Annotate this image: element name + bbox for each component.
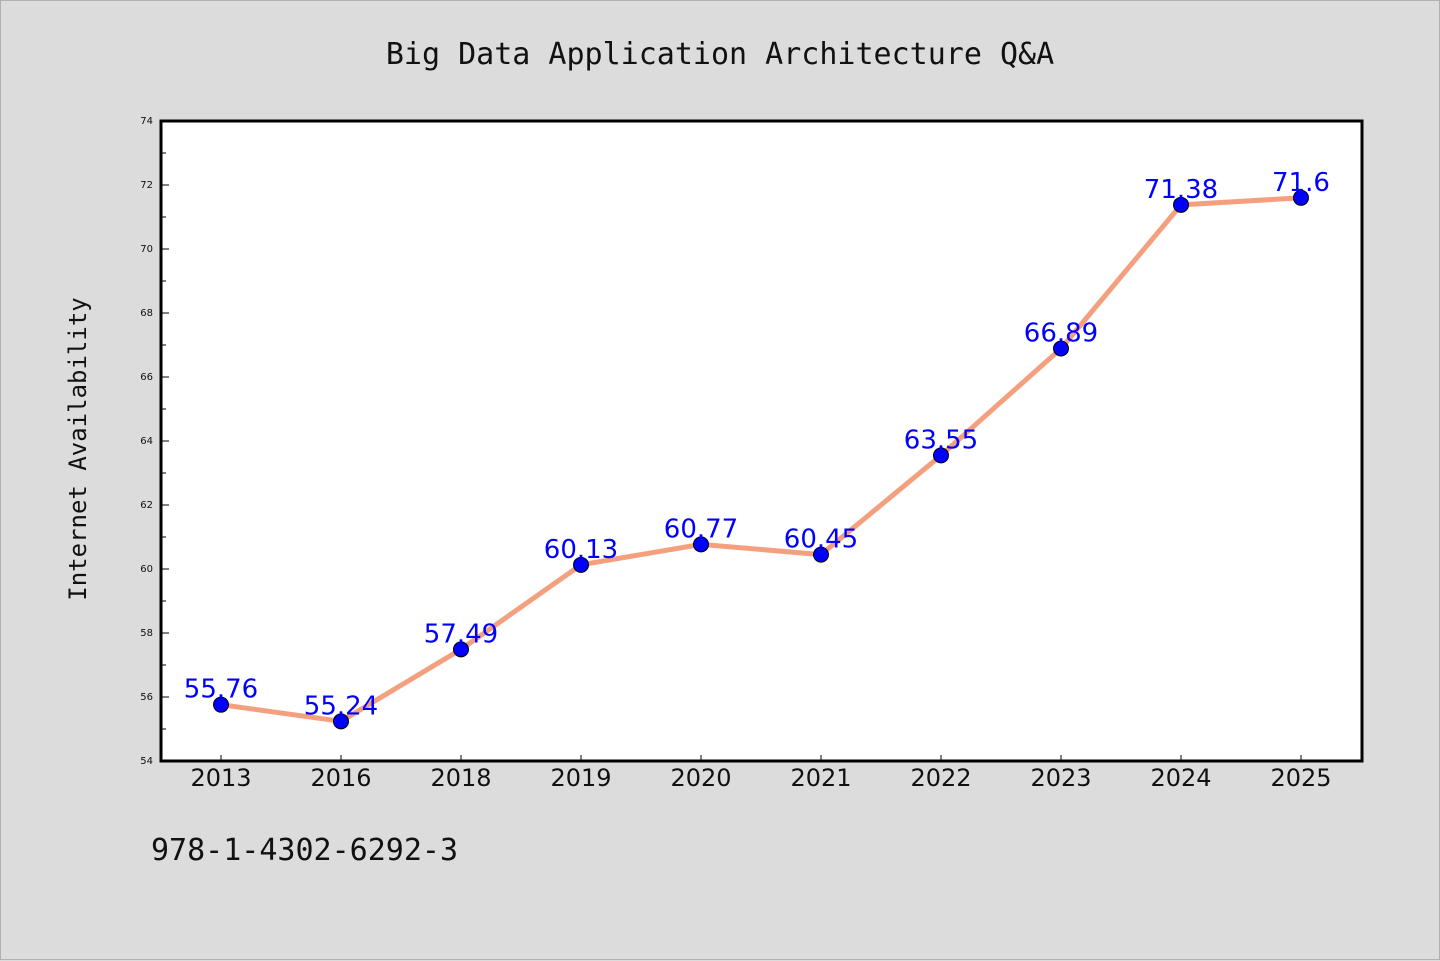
- data-label: 63.55: [904, 425, 978, 455]
- y-tick-label: 70: [140, 244, 153, 255]
- y-tick-label: 66: [140, 372, 153, 383]
- data-point: [693, 536, 709, 553]
- data-point: [1053, 340, 1069, 357]
- data-point: [813, 546, 829, 563]
- data-label: 71.6: [1272, 168, 1330, 198]
- y-axis-label: Internet Availability: [64, 297, 92, 600]
- x-tick-label: 2021: [790, 764, 851, 792]
- data-point: [453, 641, 469, 658]
- x-tick-label: 2022: [910, 764, 971, 792]
- data-point: [1293, 189, 1309, 206]
- data-label: 55.76: [184, 675, 258, 705]
- y-tick-label: 74: [140, 116, 153, 127]
- x-tick-label: 2020: [670, 764, 731, 792]
- y-axis: 54 56 58 60 62 64 66 68 70 72 74: [140, 116, 169, 767]
- x-tick-label: 2023: [1030, 764, 1091, 792]
- y-tick-label: 68: [140, 308, 153, 319]
- data-label: 57.49: [424, 619, 498, 649]
- data-point: [213, 696, 229, 713]
- y-tick-label: 56: [140, 692, 153, 703]
- y-tick-label: 64: [140, 436, 153, 447]
- data-point: [1173, 196, 1189, 213]
- x-axis: 2013 2016 2018 2019 2020 2021 2022 2023 2024 2025: [190, 755, 1332, 792]
- x-tick-label: 2013: [190, 764, 251, 792]
- y-tick-label: 62: [140, 500, 153, 511]
- data-point: [933, 447, 949, 464]
- y-tick-label: 72: [140, 180, 153, 191]
- data-label: 60.13: [544, 535, 618, 565]
- x-tick-label: 2019: [550, 764, 611, 792]
- data-label: 55.24: [304, 691, 378, 721]
- series-line: [218, 195, 1304, 724]
- plot-area: [159, 119, 1364, 763]
- data-label: 60.77: [664, 514, 738, 544]
- x-tick-label: 2018: [430, 764, 491, 792]
- data-label: 60.45: [784, 525, 858, 555]
- x-tick-label: 2024: [1150, 764, 1211, 792]
- data-point: [333, 713, 349, 730]
- y-tick-label: 60: [140, 564, 153, 575]
- data-point: [573, 556, 589, 573]
- data-label: 71.38: [1144, 175, 1218, 205]
- y-tick-label: 54: [140, 756, 153, 767]
- isbn-caption: 978-1-4302-6292-3: [151, 833, 459, 868]
- chart-title: Big Data Application Architecture Q&A: [386, 37, 1054, 72]
- data-series: 55.76 55.24 57.49 60.13 60.77 60.45 63.55 66.89…: [184, 168, 1330, 730]
- x-tick-label: 2016: [310, 764, 371, 792]
- x-tick-label: 2025: [1270, 764, 1331, 792]
- y-tick-label: 58: [140, 628, 153, 639]
- data-label: 66.89: [1024, 319, 1098, 349]
